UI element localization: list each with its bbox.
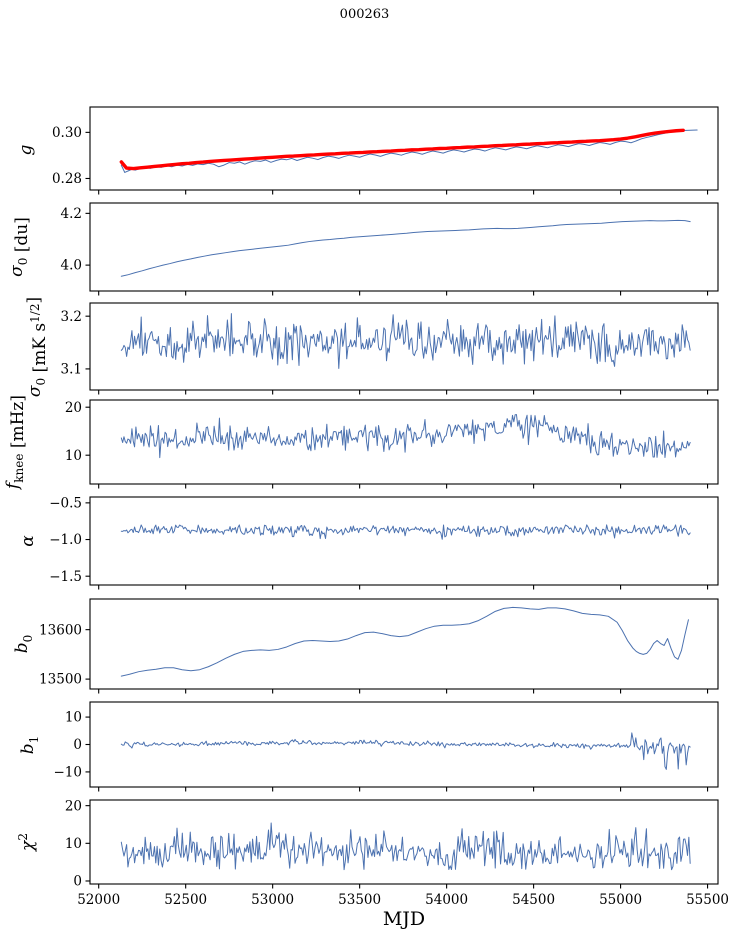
xtick-label: 52500 xyxy=(164,892,207,908)
ylabel-g: g xyxy=(16,144,36,155)
ylabel-chi2: χ2 xyxy=(16,833,38,852)
xtick-label: 52000 xyxy=(77,892,120,908)
panel-frame-7 xyxy=(89,701,719,788)
ytick-label-p5: −1.0 xyxy=(49,532,82,548)
ytick-label-p1: 0.28 xyxy=(52,171,82,187)
data-series-g-model-fit xyxy=(119,128,685,171)
ylabel-alpha: α xyxy=(18,535,38,547)
ytick-label-p8: 0 xyxy=(73,874,82,890)
ytick-label-p4: 10 xyxy=(65,448,82,464)
xtick-label: 54500 xyxy=(512,892,555,908)
panel-frame-6 xyxy=(89,598,719,690)
panel-frame-8 xyxy=(89,799,719,885)
ytick-label-p8: 10 xyxy=(65,836,82,852)
ylabel-b0: b0 xyxy=(12,635,35,654)
ylabel-sigma0-mKs: σ0 [mK s1/2] xyxy=(24,297,50,397)
ylabel-sigma0-du: σ0 [du] xyxy=(7,217,32,277)
ytick-label-p2: 4.0 xyxy=(61,258,82,274)
ylabel-b1: b1 xyxy=(18,736,41,755)
data-series-sigma0-du xyxy=(120,219,691,277)
data-series-alpha xyxy=(120,524,691,540)
xlabel-mjd: MJD xyxy=(383,908,425,930)
data-series-b0 xyxy=(120,606,689,677)
data-series-sigma0-mks xyxy=(120,313,691,369)
ytick-label-p6: 13500 xyxy=(39,672,82,688)
xtick-label: 54000 xyxy=(425,892,468,908)
data-series-f-knee xyxy=(120,414,691,459)
ytick-label-p7: 10 xyxy=(65,710,82,726)
ytick-label-p3: 3.1 xyxy=(61,362,82,378)
panel-frame-1 xyxy=(89,106,719,191)
ylabel-fknee: fknee [mHz] xyxy=(3,395,28,491)
panel-frame-3 xyxy=(89,302,719,391)
ytick-label-p5: −1.5 xyxy=(49,569,82,585)
svg-text:α: α xyxy=(18,535,38,547)
svg-text:g: g xyxy=(16,144,36,155)
ytick-label-p4: 20 xyxy=(65,400,82,416)
ytick-label-p1: 0.30 xyxy=(52,125,82,141)
svg-text:b1: b1 xyxy=(18,736,41,755)
xtick-label: 53000 xyxy=(251,892,294,908)
data-series-g-data xyxy=(120,129,698,173)
figure-title: 000263 xyxy=(339,7,390,22)
panel-frame-4 xyxy=(89,399,719,485)
ytick-label-p7: 0 xyxy=(73,737,82,753)
xtick-label: 55500 xyxy=(686,892,729,908)
ytick-label-p5: −0.5 xyxy=(49,495,82,511)
panel-frame-5 xyxy=(89,496,719,586)
ytick-label-p8: 20 xyxy=(65,798,82,814)
data-series-b1 xyxy=(120,732,691,770)
xtick-label: 55000 xyxy=(599,892,642,908)
ytick-label-p2: 4.2 xyxy=(61,206,82,222)
ytick-label-p7: −10 xyxy=(54,765,83,781)
ytick-label-p3: 3.2 xyxy=(61,309,82,325)
panel-frame-2 xyxy=(89,202,719,292)
svg-text:b0: b0 xyxy=(12,635,35,654)
svg-text:σ0 [du]: σ0 [du] xyxy=(7,217,32,277)
svg-text:fknee [mHz]: fknee [mHz] xyxy=(3,395,28,491)
ytick-label-p6: 13600 xyxy=(39,622,82,638)
xtick-label: 53500 xyxy=(338,892,381,908)
svg-text:χ2: χ2 xyxy=(16,833,38,852)
svg-text:σ0 [mK s1/2]: σ0 [mK s1/2] xyxy=(24,297,50,397)
data-series-chi2 xyxy=(120,822,691,871)
